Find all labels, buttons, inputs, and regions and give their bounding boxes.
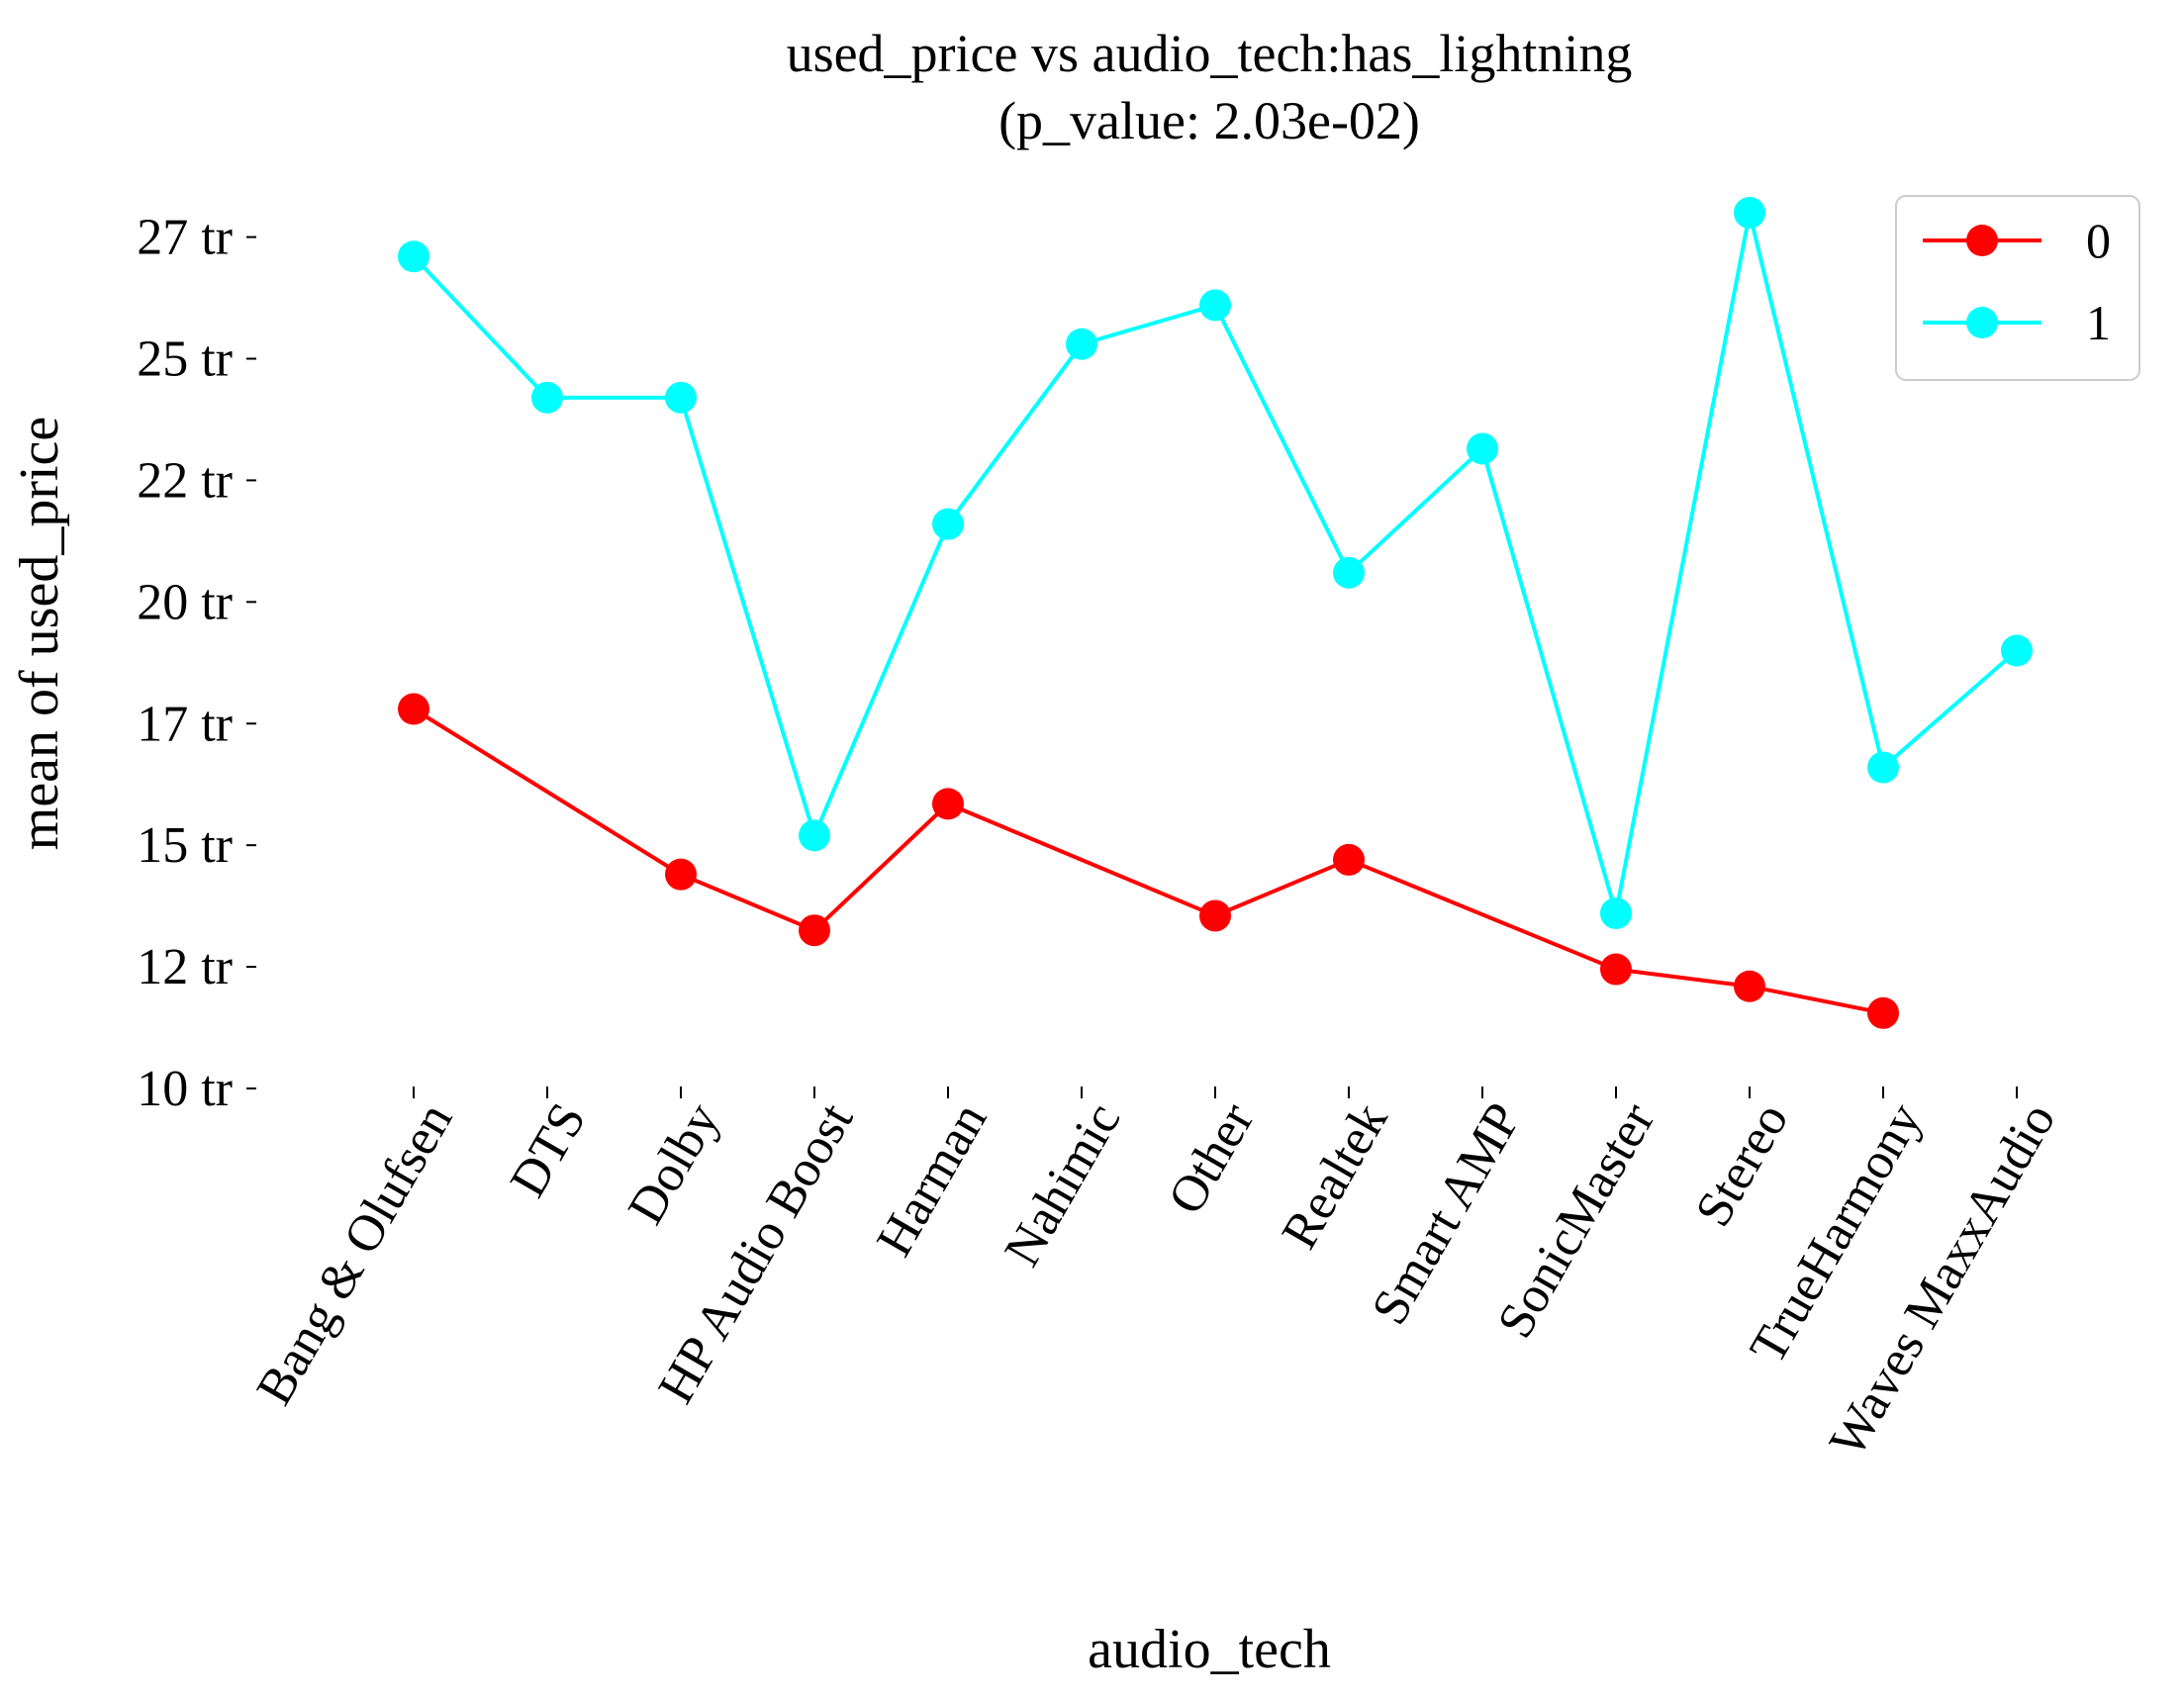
x-tick-label: DTS (500, 1094, 597, 1207)
y-tick-label: 15 tr (137, 817, 233, 874)
series-0-point (1199, 899, 1231, 932)
series-0-point (1333, 843, 1365, 876)
series-0-point (1734, 970, 1765, 1002)
series-0-line (412, 707, 1884, 1015)
chart-title: used_price vs audio_tech:has_lightning (787, 24, 1633, 83)
series-1-point (1467, 432, 1498, 465)
series-1-point (932, 508, 964, 540)
x-tick-label: Other (1158, 1094, 1266, 1224)
series-1-point (398, 240, 429, 273)
series-1-point (665, 381, 697, 414)
y-tick-label: 12 tr (137, 939, 233, 995)
series-1-point (1734, 197, 1765, 229)
series-1-point (531, 381, 563, 414)
series-0-point (932, 788, 964, 820)
y-tick-label: 22 tr (137, 452, 233, 509)
x-tick-label: Dolby (617, 1094, 730, 1234)
legend-label: 1 (2086, 295, 2111, 350)
series-0-point (398, 693, 429, 725)
series-1-point (1199, 289, 1231, 322)
series-1-point (2001, 634, 2033, 667)
x-tick-label: Harman (866, 1094, 997, 1267)
y-tick-label: 10 tr (137, 1061, 233, 1117)
series-1-point (1066, 328, 1097, 360)
series-0-point (1600, 953, 1632, 986)
y-tick-label: 27 tr (137, 210, 233, 266)
x-tick-label: Realtek (1272, 1094, 1399, 1259)
series-1-point (1867, 751, 1899, 784)
series-layer (398, 197, 2033, 1029)
legend: 01 (1895, 195, 2140, 381)
series-0-point (665, 858, 697, 891)
x-tick-label: Nahimic (994, 1094, 1131, 1276)
series-1-point (1600, 897, 1632, 929)
y-tick-label: 20 tr (137, 574, 233, 630)
series-0-point (1867, 996, 1899, 1029)
y-axis: 10 tr 12 tr 15 tr 17 tr 20 tr 22 tr 25 tr 27 tr (137, 210, 256, 1117)
series-1-point (799, 819, 830, 852)
y-axis-label: mean of used_price (9, 417, 70, 850)
series-0-point (799, 914, 830, 947)
y-tick-label: 25 tr (137, 331, 233, 388)
legend-label: 0 (2086, 213, 2111, 268)
chart-subtitle: (p_value: 2.03e-02) (998, 91, 1420, 150)
x-tick-label: Stereo (1685, 1094, 1800, 1237)
series-1-point (1333, 556, 1365, 589)
x-tick-label: Bang & Olufsen (246, 1094, 464, 1415)
legend-swatch-marker (1966, 307, 1998, 338)
y-tick-label: 17 tr (137, 696, 233, 752)
legend-swatch-marker (1966, 225, 1998, 256)
x-axis-label: audio_tech (1088, 1619, 1331, 1680)
